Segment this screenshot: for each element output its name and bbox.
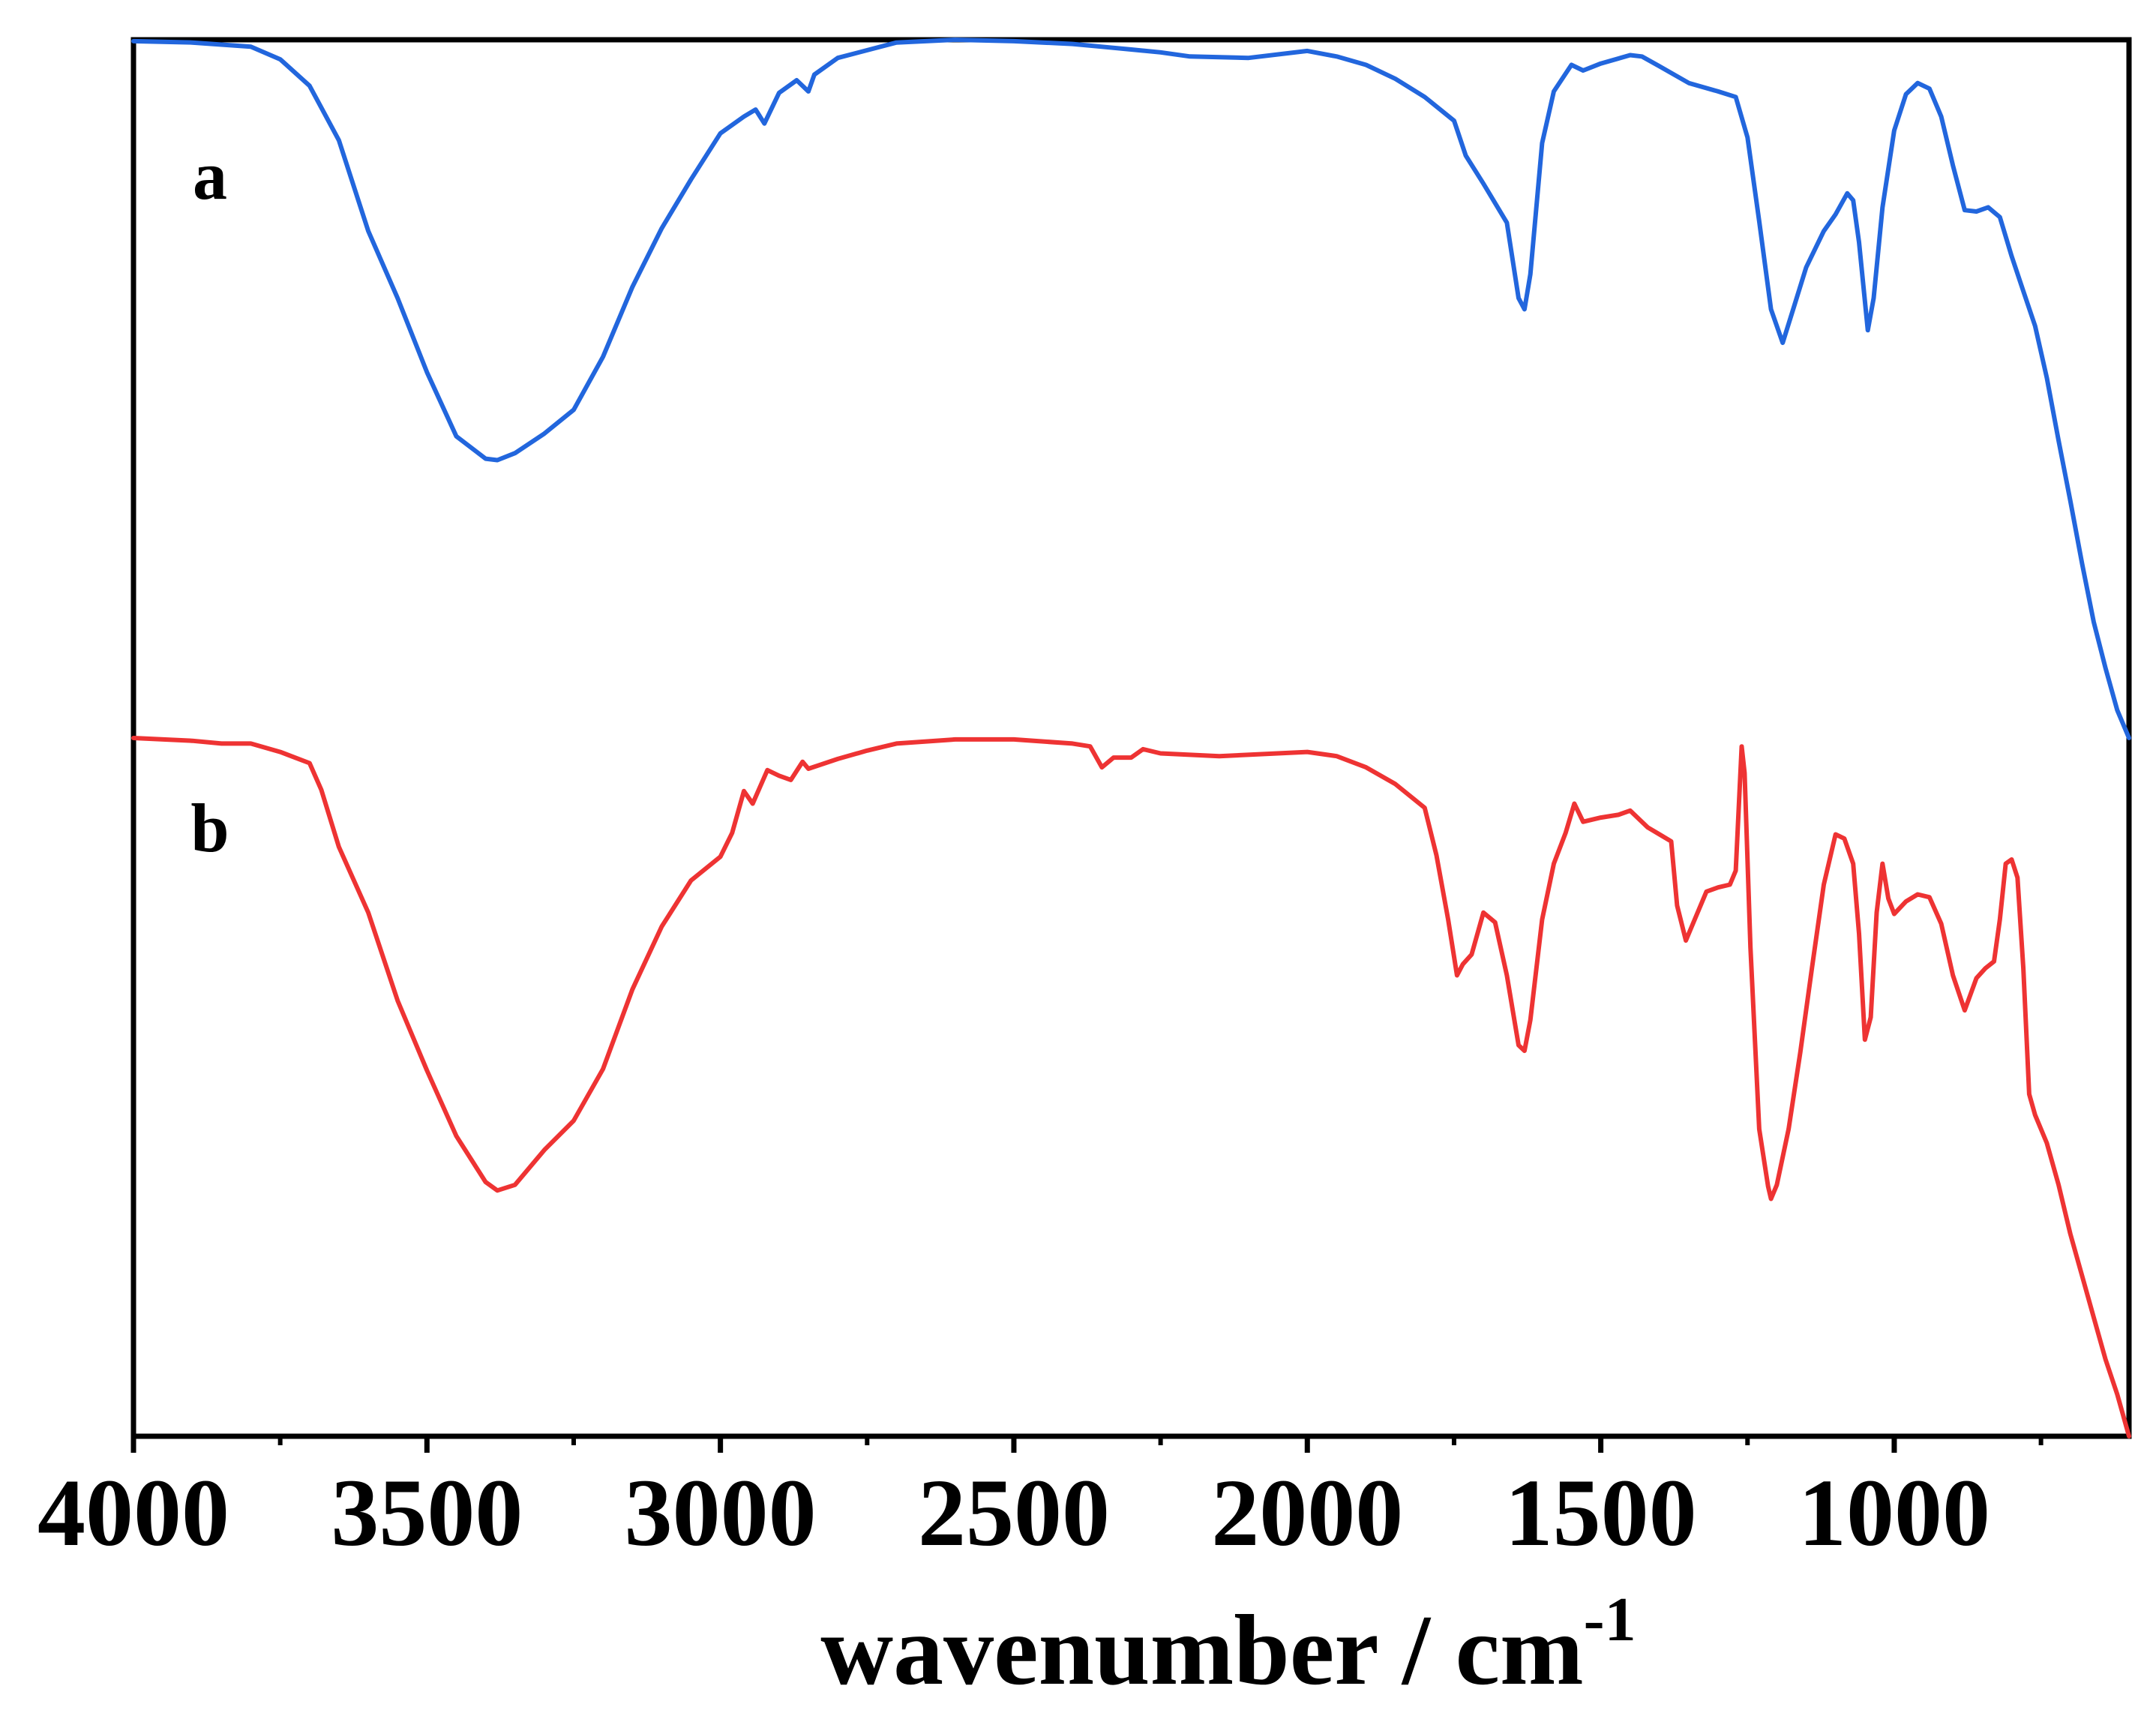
series-labels: ab [190, 137, 229, 866]
x-axis-label: wavenumber / cm-1 [820, 1585, 1636, 1706]
x-tick-label: 2500 [918, 1460, 1110, 1566]
series-label-a: a [193, 137, 227, 214]
x-tick-label: 4000 [37, 1460, 229, 1566]
x-tick-label: 3000 [625, 1460, 817, 1566]
x-tick-label: 1000 [1798, 1460, 1990, 1566]
series-label-b: b [190, 790, 229, 866]
x-axis-tick-labels: 4000 3500 3000 2500 2000 1500 1000 [37, 1460, 1990, 1566]
series-group [131, 38, 2131, 1438]
x-axis-ticks [130, 1436, 2044, 1453]
x-tick-label: 3500 [331, 1460, 523, 1566]
series-line-a [131, 38, 2131, 740]
x-axis-label-superscript: -1 [1584, 1585, 1636, 1654]
series-line-b [131, 736, 2131, 1438]
x-tick-label: 1500 [1505, 1460, 1697, 1566]
x-tick-label: 2000 [1211, 1460, 1403, 1566]
plot-frame [130, 37, 2132, 1439]
x-axis-label-text: wavenumber / cm [820, 1594, 1583, 1706]
